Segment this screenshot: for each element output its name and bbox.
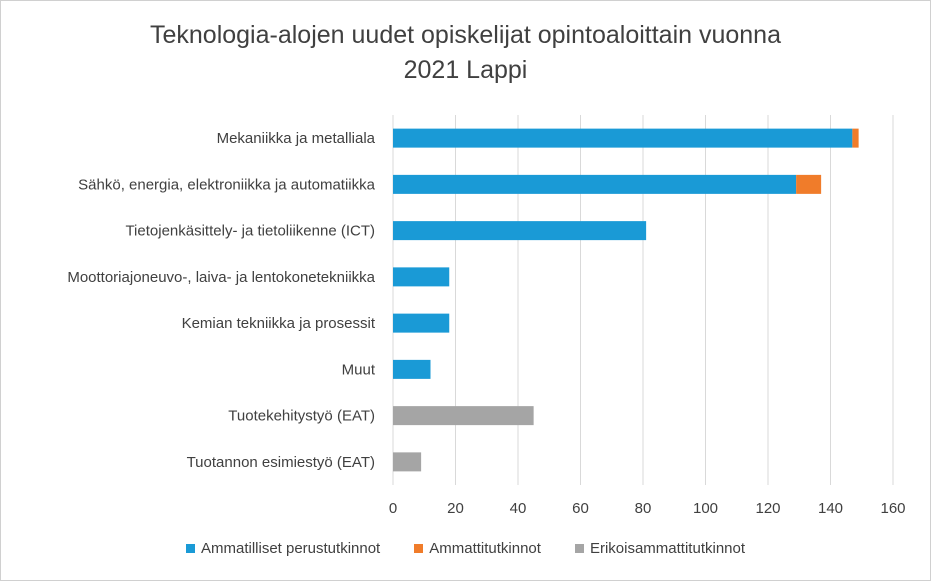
- bar-4-series-0: [393, 313, 450, 333]
- category-label-7: Tuotannon esimiestyö (EAT): [187, 454, 375, 471]
- x-tick-label-60: 60: [572, 500, 589, 517]
- legend-item-ammattitutkinnot: Ammattitutkinnot: [414, 540, 541, 557]
- bar-7-series-2: [393, 452, 422, 472]
- category-label-0: Mekaniikka ja metalliala: [217, 130, 376, 147]
- legend-swatch-erikoisammattitutkinnot: [574, 544, 584, 553]
- x-tick-label-160: 160: [880, 500, 905, 517]
- category-label-4: Kemian tekniikka ja prosessit: [182, 315, 376, 332]
- x-tick-label-100: 100: [693, 500, 718, 517]
- x-tick-label-80: 80: [635, 500, 652, 517]
- x-tick-label-0: 0: [389, 500, 397, 517]
- legend-item-ammatilliset: Ammatilliset perustutkinnot: [185, 540, 381, 557]
- category-label-6: Tuotekehitystyö (EAT): [228, 408, 375, 425]
- bar-1-series-1: [796, 174, 822, 194]
- bar-2-series-0: [393, 221, 647, 241]
- x-tick-label-140: 140: [818, 500, 843, 517]
- category-label-1: Sähkö, energia, elektroniikka ja automat…: [78, 176, 375, 193]
- bar-0-series-0: [393, 128, 853, 148]
- x-tick-label-120: 120: [755, 500, 780, 517]
- category-label-5: Muut: [342, 361, 376, 378]
- chart-title-line-1: Teknologia-alojen uudet opiskelijat opin…: [149, 21, 781, 49]
- bar-1-series-0: [393, 174, 797, 194]
- legend-swatch-ammattitutkinnot: [414, 544, 424, 553]
- legend-label-erikoisammattitutkinnot: Erikoisammattitutkinnot: [589, 540, 746, 557]
- bar-0-series-1: [852, 128, 859, 148]
- bar-3-series-0: [393, 267, 450, 287]
- category-label-3: Moottoriajoneuvo-, laiva- ja lentokonete…: [67, 269, 375, 286]
- category-label-2: Tietojenkäsittely- ja tietoliikenne (ICT…: [125, 223, 375, 240]
- legend-item-erikoisammattitutkinnot: Erikoisammattitutkinnot: [574, 540, 746, 557]
- x-tick-label-40: 40: [510, 500, 527, 517]
- legend-label-ammatilliset: Ammatilliset perustutkinnot: [200, 540, 381, 557]
- legend-label-ammattitutkinnot: Ammattitutkinnot: [429, 540, 541, 557]
- legend-swatch-ammatilliset: [185, 544, 195, 553]
- chart-title: Teknologia-alojen uudet opiskelijat opin…: [0, 18, 931, 88]
- chart-title-line-2: 2021 Lappi: [403, 56, 528, 84]
- x-tick-label-20: 20: [447, 500, 464, 517]
- chart-legend: Ammatilliset perustutkinnot Ammattitutki…: [0, 540, 931, 557]
- bar-5-series-0: [393, 359, 431, 379]
- bar-6-series-2: [393, 406, 534, 426]
